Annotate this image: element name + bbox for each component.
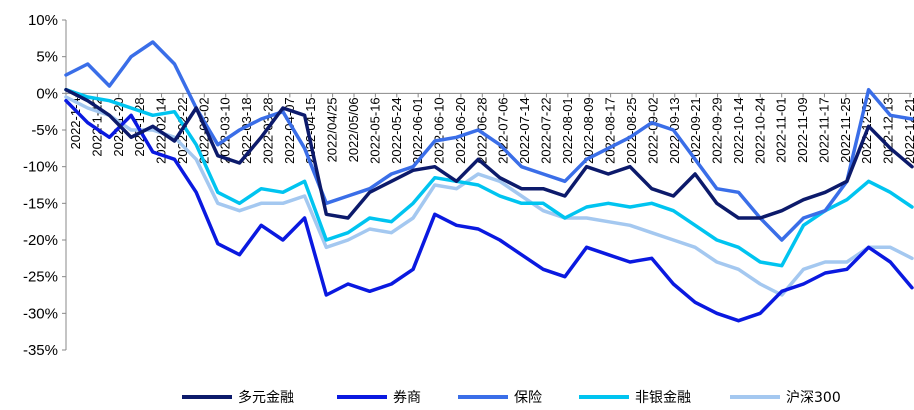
x-tick-label: 2022-11-25 [838,97,853,163]
x-tick-label: 2022-11-09 [795,97,810,163]
y-tick-label: -25% [23,269,58,286]
x-tick-label: 2022-06-10 [432,97,447,164]
series-line-1 [64,98,914,323]
y-tick-label: -20% [23,232,58,249]
x-tick-label: 2022-07-06 [496,97,511,164]
legend-label: 券商 [393,390,421,406]
x-tick-label: 2022-09-29 [710,97,725,164]
x-tick-label: 2022-07-22 [538,97,553,164]
x-tick-label: 2022-03-10 [218,97,233,163]
y-tick-label: 0% [36,85,58,102]
x-tick-label: 2022/05/06 [346,97,361,162]
x-tick-label: 2022/04/25 [325,97,340,162]
x-tick-label: 2022-05-24 [389,97,404,164]
x-tick-label: 2022-08-01 [560,97,575,164]
series-line-0 [64,87,914,220]
series-line-3 [64,87,914,268]
y-tick-label: 5% [36,49,58,66]
x-tick-label: 2022-08-17 [603,97,618,164]
y-tick-label: -15% [23,195,58,212]
x-tick-label: 2022-1-4 [68,97,83,149]
x-tick-label: 2022-11-01 [774,97,789,163]
y-tick-label: -30% [23,305,58,322]
x-tick-label: 2022-08-09 [581,97,596,164]
x-tick-label: 2022-11-17 [816,97,831,163]
x-tick-label: 2022-06-01 [410,97,425,164]
y-tick-label: -35% [23,342,58,359]
legend-label: 多元金融 [238,389,294,406]
x-tick-label: 2022-08-25 [624,97,639,164]
y-axis: 10% 5% 0% -5% -10% -15% -20% -25% -30% -35% [23,12,67,359]
legend: 多元金融 券商 保险 非银金融 沪深300 [182,389,841,406]
series-line-2 [64,40,914,242]
y-tick-label: -10% [23,159,58,176]
x-tick-label: 2022-12-21 [902,97,914,164]
x-tick-label: 2022-09-21 [688,97,703,164]
x-tick-label: 2022-05-16 [367,97,382,164]
legend-label: 沪深300 [786,390,841,406]
series-line-4 [64,95,914,297]
x-tick-label: 2022-10-24 [752,97,767,164]
x-tick-label: 2022-10-14 [731,97,746,164]
legend-label: 保险 [514,390,542,406]
legend-label: 非银金融 [635,390,691,406]
x-tick-label: 2022-04-15 [303,97,318,164]
series-lines [64,40,914,323]
x-tick-label: 2022-07-14 [517,97,532,164]
y-tick-label: -5% [31,122,58,139]
x-tick-label: 2022-06-20 [453,97,468,164]
x-tick-label: 2022-03-18 [239,97,254,163]
x-tick-label: 2022-09-02 [645,97,660,164]
y-tick-label: 10% [28,12,58,29]
